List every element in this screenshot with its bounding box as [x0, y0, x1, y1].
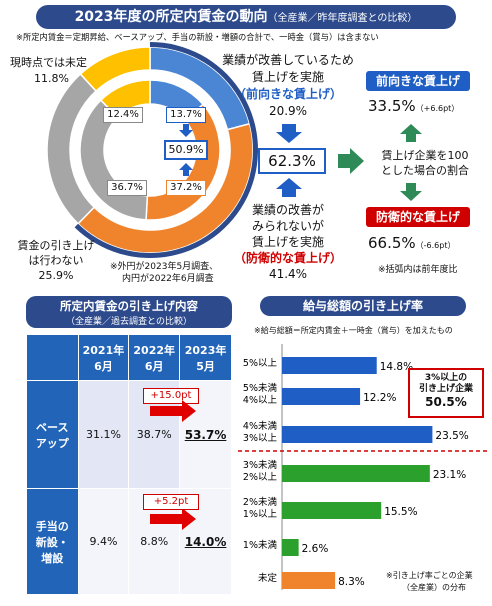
arrow-inner-down — [179, 124, 193, 137]
positive-line-3: （前向きな賃上げ） — [233, 87, 342, 101]
base-diff-arrow — [150, 400, 196, 422]
bar-mark — [282, 572, 336, 589]
cell-base-2021: 31.1% — [77, 380, 130, 489]
row-label-base-up: ベース アップ — [26, 380, 79, 489]
positive-tag: 前向きな賃上げ — [366, 71, 470, 91]
bar-category-label: 2%未満 — [243, 496, 278, 508]
positive-share-diff: （+6.6pt） — [415, 104, 460, 113]
row-label-allowance: 手当の 新設・ 増設 — [26, 488, 79, 595]
positive-share-value: 33.5% — [368, 97, 416, 115]
bar-category-label: 1%未満 — [243, 539, 278, 551]
callout-note: ※括弧内は前年度比 — [378, 265, 458, 275]
bar-mark — [282, 388, 361, 405]
bar-category-label: 1%以上 — [243, 509, 278, 520]
center-value-box: 50.9% — [164, 140, 208, 160]
bar-value-label: 15.5% — [384, 506, 417, 518]
raise-content-table: 2021年 6月 2022年 6月 2023年 5月 ベース アップ 31.1%… — [26, 334, 232, 595]
bar-value-label: 23.1% — [433, 469, 466, 481]
total-box: 62.3% — [258, 148, 326, 174]
highlight-line-2: 引き上げ企業 — [418, 383, 473, 394]
negative-share-diff: （-6.6pt） — [415, 241, 456, 250]
positive-line-2: 賃上げを実施 — [251, 70, 324, 84]
callout-arrows — [179, 124, 422, 201]
bar-footnote-2: （全産業）の分布 — [402, 583, 466, 592]
bar-value-label: 2.6% — [302, 543, 329, 555]
bar-category-label: 4%未満 — [243, 420, 278, 432]
negative-line-3: 賃上げを実施 — [251, 235, 324, 249]
no-raise-label-2: は行わない — [28, 254, 84, 267]
left-section-subtitle: （全産業／過去調査との比較） — [66, 317, 192, 327]
arrow-inner-up — [179, 163, 193, 176]
header-note: ※所定内賃金＝定期昇給、ベースアップ、手当の新設・増額の合計で、一時金（賞与）は… — [16, 32, 379, 42]
bar-mark — [282, 502, 382, 519]
allow-diff-label: +5.2pt — [143, 494, 199, 510]
negative-line-4: （防衛的な賃上げ） — [233, 251, 342, 265]
main-title: 2023年度の所定内賃金の動向 — [74, 9, 268, 25]
negative-share-value: 66.5% — [368, 234, 416, 252]
negative-share: 66.5%（-6.6pt） — [368, 234, 456, 252]
bar-category-label: 5%未満 — [243, 382, 278, 394]
bar-value-label: 23.5% — [435, 430, 468, 442]
total-value: 62.3% — [268, 152, 316, 170]
right-section-title: 給与総額の引き上げ率 — [302, 299, 423, 313]
undecided-label: 現時点では未定 — [10, 56, 87, 69]
inner-blue-value: 13.7% — [166, 107, 206, 123]
negative-tag: 防衛的な賃上げ — [366, 207, 470, 227]
arrow-down-green — [400, 183, 422, 201]
mid-line-2: とした場合の割合 — [381, 164, 469, 177]
bar-mark — [282, 357, 377, 374]
main-title-banner: 2023年度の所定内賃金の動向（全産業／昨年度調査との比較） — [36, 5, 456, 29]
bar-mark — [282, 426, 433, 443]
highlight-line-1: 3%以上の — [424, 373, 468, 383]
donut-raise-band — [74, 42, 258, 258]
base-diff-label: +15.0pt — [143, 388, 199, 404]
donut-footnote-1: ※外円が2023年5月調査、 — [110, 262, 219, 272]
inner-gray-value: 36.7% — [107, 180, 147, 196]
left-section-banner: 所定内賃金の引き上げ内容 （全産業／過去調査との比較） — [26, 296, 232, 328]
right-section-note: ※給与総額＝所定内賃金＋一時金（賞与）を加えたもの — [254, 326, 453, 335]
no-raise-value: 25.9% — [38, 269, 74, 282]
bar-mark — [282, 465, 430, 482]
bar-category-label: 5%以上 — [243, 358, 278, 369]
highlight-value: 50.5% — [425, 394, 467, 409]
col-header-2021: 2021年 6月 — [77, 334, 130, 381]
arrow-down-blue — [276, 124, 302, 143]
undecided-value: 11.8% — [34, 72, 69, 85]
positive-share: 33.5%（+6.6pt） — [368, 97, 460, 115]
inner-orange-value: 37.2% — [166, 180, 206, 196]
negative-value: 41.4% — [268, 267, 308, 281]
bar-value-label: 14.8% — [380, 361, 413, 373]
col-header-2023: 2023年 5月 — [179, 334, 232, 381]
cell-allow-2021: 9.4% — [77, 488, 130, 595]
mid-line-1: 賃上げ企業を100 — [381, 149, 469, 162]
bar-category-label: 4%以上 — [243, 395, 278, 406]
positive-line-1: 業績が改善しているため — [222, 53, 354, 67]
negative-line-1: 業績の改善が — [251, 203, 324, 217]
right-section-banner: 給与総額の引き上げ率 — [260, 296, 466, 316]
center-value: 50.9% — [168, 143, 204, 156]
arrow-up-blue — [276, 178, 302, 197]
allow-diff-arrow — [150, 508, 196, 530]
arrow-right-green — [338, 148, 364, 174]
bar-category-label: 2%以上 — [243, 472, 278, 483]
bar-category-label: 3%以上 — [243, 433, 278, 444]
bar-value-label: 8.3% — [338, 576, 365, 588]
left-section-title: 所定内賃金の引き上げ内容 — [60, 299, 198, 313]
bar-value-label: 12.2% — [363, 392, 396, 404]
main-title-sub: （全産業／昨年度調査との比較） — [267, 13, 418, 24]
positive-value: 20.9% — [268, 104, 308, 118]
inner-yellow-value: 12.4% — [103, 107, 143, 123]
col-header-2022: 2022年 6月 — [128, 334, 181, 381]
bar-category-label: 未定 — [258, 572, 278, 584]
no-raise-label-1: 賃金の引き上げ — [17, 239, 95, 252]
donut-footnote-2: 内円が2022年6月調査 — [122, 274, 214, 284]
bar-footnote-1: ※引き上げ率ごとの企業 — [386, 571, 473, 580]
highlight-box: 3%以上の 引き上げ企業 50.5% — [408, 368, 484, 418]
bar-category-label: 3%未満 — [243, 459, 278, 471]
negative-line-2: みられないが — [251, 219, 324, 233]
arrow-up-green — [400, 124, 422, 142]
bar-mark — [282, 539, 299, 556]
